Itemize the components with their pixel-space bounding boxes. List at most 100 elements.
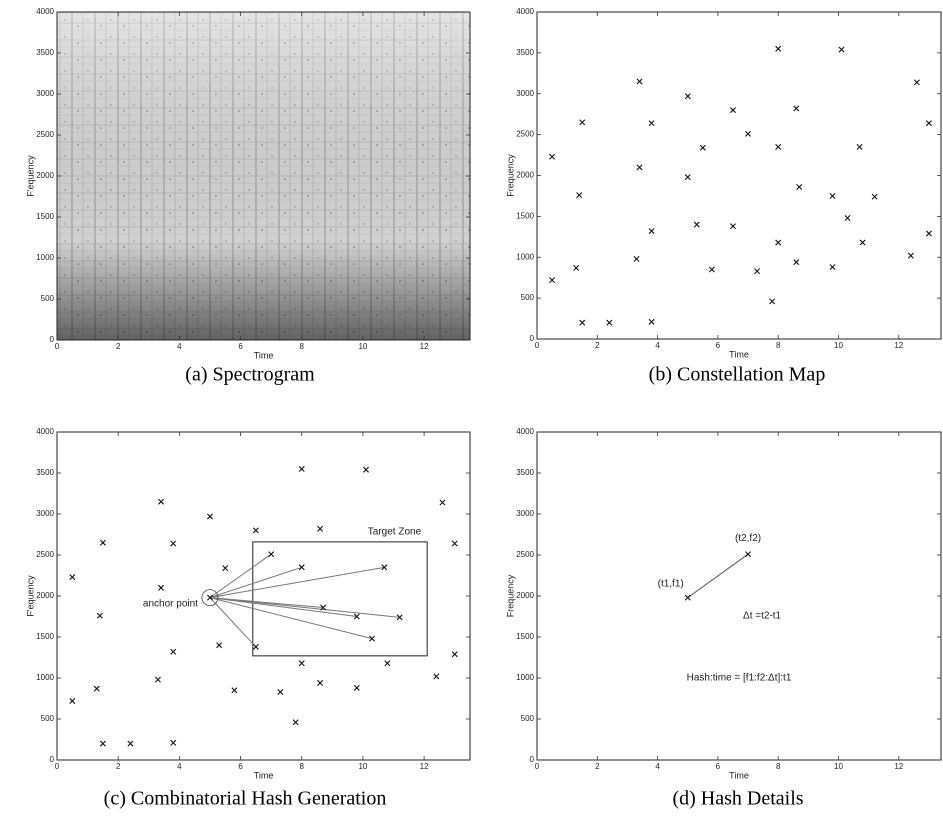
peak-marker	[693, 221, 700, 228]
x-tick-label: 0	[55, 342, 60, 351]
peak-marker	[684, 93, 691, 100]
hash-link	[209, 566, 302, 599]
peak-marker	[606, 319, 613, 326]
peak-marker	[793, 259, 800, 266]
anchor-label: anchor point	[143, 598, 198, 609]
peak-marker	[292, 719, 299, 726]
peak-marker	[648, 228, 655, 235]
y-tick-label: 2000	[516, 591, 534, 600]
peak-marker	[362, 466, 369, 473]
peak-marker	[268, 551, 275, 558]
x-tick-label: 0	[55, 762, 60, 771]
peak-marker	[745, 551, 752, 558]
peak-marker	[298, 660, 305, 667]
y-tick-label: 500	[521, 293, 535, 302]
peak-marker	[381, 564, 388, 571]
peak-marker	[925, 230, 932, 237]
peak-marker	[754, 268, 761, 275]
peak-marker	[99, 740, 106, 747]
peak-marker	[277, 688, 284, 695]
peak-marker	[320, 604, 327, 611]
peak-marker	[576, 192, 583, 199]
peak-marker	[796, 183, 803, 190]
point-label: (t1,f1)	[658, 578, 684, 589]
peak-marker	[775, 239, 782, 246]
y-tick-label: 3500	[516, 468, 534, 477]
peak-marker	[158, 498, 165, 505]
peak-marker	[154, 676, 161, 683]
x-tick-label: 2	[595, 762, 600, 771]
peak-marker	[158, 584, 165, 591]
peak-marker	[699, 144, 706, 151]
y-tick-label: 2000	[36, 171, 54, 180]
x-tick-label: 10	[834, 762, 843, 771]
y-tick-label: 500	[41, 294, 55, 303]
x-tick-label: 0	[535, 341, 540, 350]
target-zone	[252, 541, 428, 657]
peak-marker	[708, 266, 715, 273]
peak-marker	[775, 143, 782, 150]
x-axis-title: Time	[254, 770, 274, 780]
hash-line	[687, 553, 749, 599]
y-tick-label: 3500	[516, 48, 534, 57]
peak-marker	[793, 105, 800, 112]
peak-marker	[856, 143, 863, 150]
peak-marker	[298, 564, 305, 571]
peak-marker	[871, 193, 878, 200]
y-tick-label: 4000	[516, 7, 534, 16]
peak-marker	[925, 120, 932, 127]
annotation: Δt =t2-t1	[743, 610, 782, 621]
y-tick-label: 4000	[36, 427, 54, 436]
peak-marker	[636, 78, 643, 85]
x-tick-label: 12	[894, 762, 903, 771]
y-axis-title: Frequency	[505, 574, 515, 617]
y-tick-label: 2500	[36, 130, 54, 139]
caption: (d) Hash Details	[672, 788, 803, 810]
y-tick-label: 3500	[36, 48, 54, 57]
peak-marker	[206, 513, 213, 520]
y-tick-label: 3000	[36, 509, 54, 518]
target-zone-label: Target Zone	[368, 527, 422, 538]
peak-marker	[170, 540, 177, 547]
point-label: (t2,f2)	[735, 533, 761, 544]
y-tick-label: 3500	[36, 468, 54, 477]
y-tick-label: 0	[50, 335, 55, 344]
peak-marker	[170, 739, 177, 746]
x-tick-label: 10	[358, 342, 367, 351]
peak-marker	[573, 264, 580, 271]
peak-marker	[216, 642, 223, 649]
x-tick-label: 6	[716, 762, 721, 771]
caption: (b) Constellation Map	[649, 364, 826, 386]
hash-link	[209, 597, 400, 618]
peak-marker	[252, 527, 259, 534]
x-tick-label: 8	[776, 341, 781, 350]
plot-frame	[56, 431, 471, 761]
y-tick-label: 4000	[516, 427, 534, 436]
peak-marker	[317, 679, 324, 686]
peak-marker	[769, 298, 776, 305]
y-tick-label: 2500	[36, 550, 54, 559]
y-tick-label: 1500	[516, 632, 534, 641]
caption: (c) Combinatorial Hash Generation	[104, 788, 387, 810]
y-tick-label: 1500	[516, 211, 534, 220]
y-tick-label: 500	[521, 714, 535, 723]
peak-marker	[298, 465, 305, 472]
x-tick-label: 12	[894, 341, 903, 350]
x-tick-label: 2	[116, 342, 121, 351]
plot-frame	[536, 431, 942, 761]
peak-marker	[93, 685, 100, 692]
peak-marker	[745, 130, 752, 137]
peak-marker	[633, 255, 640, 262]
hash-link	[209, 553, 272, 599]
x-axis-title: Time	[254, 350, 274, 360]
y-tick-label: 1000	[36, 673, 54, 682]
y-axis-title: Frequency	[505, 154, 515, 197]
x-tick-label: 6	[238, 342, 243, 351]
x-tick-label: 10	[358, 762, 367, 771]
peak-marker	[222, 565, 229, 572]
peak-marker	[99, 539, 106, 546]
y-tick-label: 0	[50, 755, 55, 764]
caption: (a) Spectrogram	[185, 364, 315, 386]
peak-marker	[439, 499, 446, 506]
